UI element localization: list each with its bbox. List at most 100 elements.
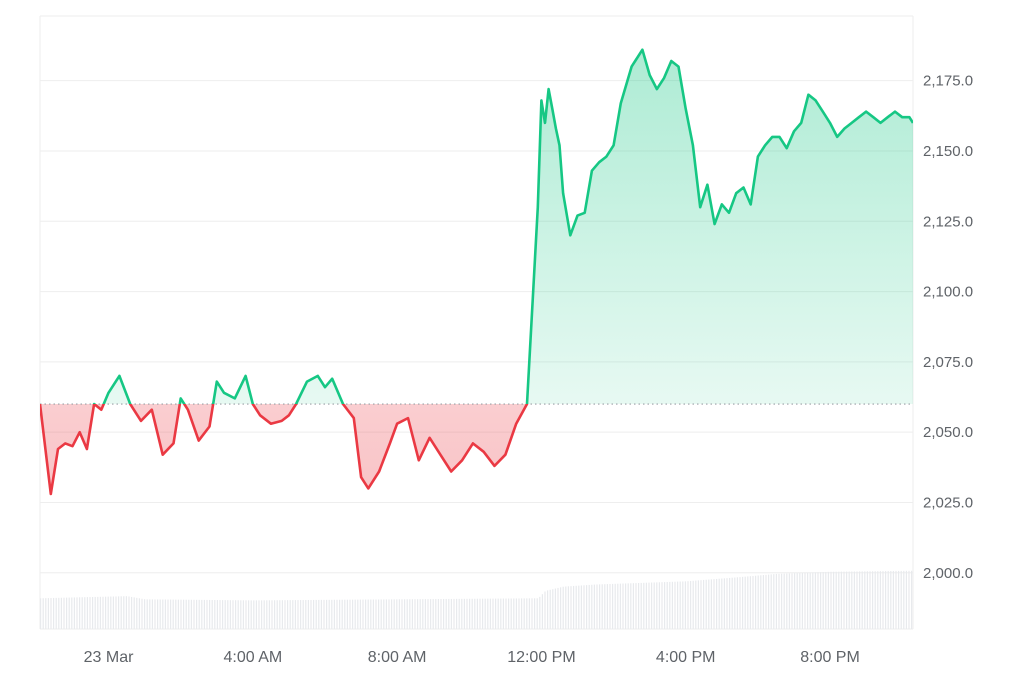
volume-bar	[791, 573, 792, 629]
volume-bar	[880, 571, 881, 629]
volume-bar	[648, 583, 649, 629]
volume-bar	[789, 573, 790, 629]
volume-bar	[568, 586, 569, 629]
volume-bar	[786, 573, 787, 629]
volume-bar	[417, 599, 418, 629]
volume-bar	[797, 573, 798, 629]
volume-bar	[279, 600, 280, 629]
volume-bar	[667, 582, 668, 629]
volume-bar	[776, 574, 777, 629]
volume-bar	[186, 600, 187, 629]
volume-bar	[862, 571, 863, 629]
volume-bar	[89, 597, 90, 629]
volume-bar	[313, 600, 314, 629]
volume-bar	[737, 577, 738, 629]
volume-bar	[841, 572, 842, 629]
volume-bar	[173, 600, 174, 629]
volume-bar	[43, 598, 44, 629]
x-tick-label: 8:00 AM	[368, 649, 427, 666]
volume-bar	[287, 600, 288, 629]
volume-bar	[154, 599, 155, 629]
volume-bar	[755, 576, 756, 629]
volume-bar	[308, 600, 309, 629]
volume-bar	[256, 600, 257, 629]
volume-bar	[464, 599, 465, 629]
volume-bar	[859, 571, 860, 629]
volume-bar	[752, 576, 753, 629]
volume-bar	[542, 594, 543, 629]
volume-bar	[266, 600, 267, 629]
volume-bar	[310, 600, 311, 629]
volume-bar	[758, 576, 759, 629]
volume-bar	[838, 572, 839, 629]
volume-bar	[911, 571, 912, 629]
volume-bar	[555, 589, 556, 629]
volume-bar	[875, 571, 876, 629]
volume-bar	[664, 582, 665, 629]
volume-bar	[386, 599, 387, 629]
volume-bar	[576, 586, 577, 629]
volume-bar	[830, 572, 831, 629]
volume-bar	[908, 571, 909, 629]
volume-bar	[612, 584, 613, 629]
volume-bar	[92, 597, 93, 629]
volume-bar	[74, 597, 75, 629]
volume-bar	[243, 600, 244, 629]
volume-bar	[459, 599, 460, 629]
volume-bar	[661, 582, 662, 629]
y-tick-label: 2,100.0	[923, 284, 973, 301]
volume-bar	[828, 572, 829, 629]
volume-bar	[113, 596, 114, 629]
volume-bar	[357, 600, 358, 629]
volume-bar	[162, 599, 163, 629]
volume-bar	[659, 582, 660, 629]
volume-bar	[183, 600, 184, 629]
volume-bar	[745, 577, 746, 629]
volume-bar	[716, 579, 717, 629]
volume-bar	[188, 600, 189, 629]
volume-bar	[269, 600, 270, 629]
volume-bar	[563, 587, 564, 629]
volume-bar	[157, 599, 158, 629]
volume-bar	[53, 598, 54, 629]
volume-bar	[178, 600, 179, 629]
volume-bar	[193, 600, 194, 629]
volume-bar	[472, 599, 473, 629]
volume-bar	[240, 600, 241, 629]
volume-bar	[258, 600, 259, 629]
volume-bar	[466, 599, 467, 629]
volume-bar	[817, 572, 818, 629]
volume-bar	[63, 598, 64, 629]
volume-bar	[196, 600, 197, 629]
volume-bar	[326, 600, 327, 629]
volume-bar	[336, 600, 337, 629]
volume-bar	[635, 583, 636, 629]
volume-bar	[898, 571, 899, 629]
volume-bar	[490, 599, 491, 629]
price-area	[40, 50, 913, 494]
volume-bar	[810, 573, 811, 629]
volume-bar	[396, 599, 397, 629]
volume-bar	[485, 599, 486, 629]
volume-bar	[547, 590, 548, 629]
y-tick-label: 2,050.0	[923, 424, 973, 441]
volume-bar	[492, 599, 493, 629]
volume-bar	[297, 600, 298, 629]
volume-bar	[245, 600, 246, 629]
volume-bar	[773, 574, 774, 629]
volume-bar	[212, 600, 213, 629]
volume-bar	[599, 584, 600, 629]
volume-bar	[167, 600, 168, 629]
volume-bar	[833, 572, 834, 629]
volume-bar	[469, 599, 470, 629]
volume-bar	[300, 600, 301, 629]
volume-bar	[578, 586, 579, 629]
x-tick-label: 12:00 PM	[507, 649, 575, 666]
volume-bar	[537, 598, 538, 629]
volume-bar	[726, 578, 727, 629]
volume-bar	[734, 578, 735, 629]
volume-bar	[110, 597, 111, 629]
volume-bar	[622, 584, 623, 629]
volume-bar	[253, 600, 254, 629]
